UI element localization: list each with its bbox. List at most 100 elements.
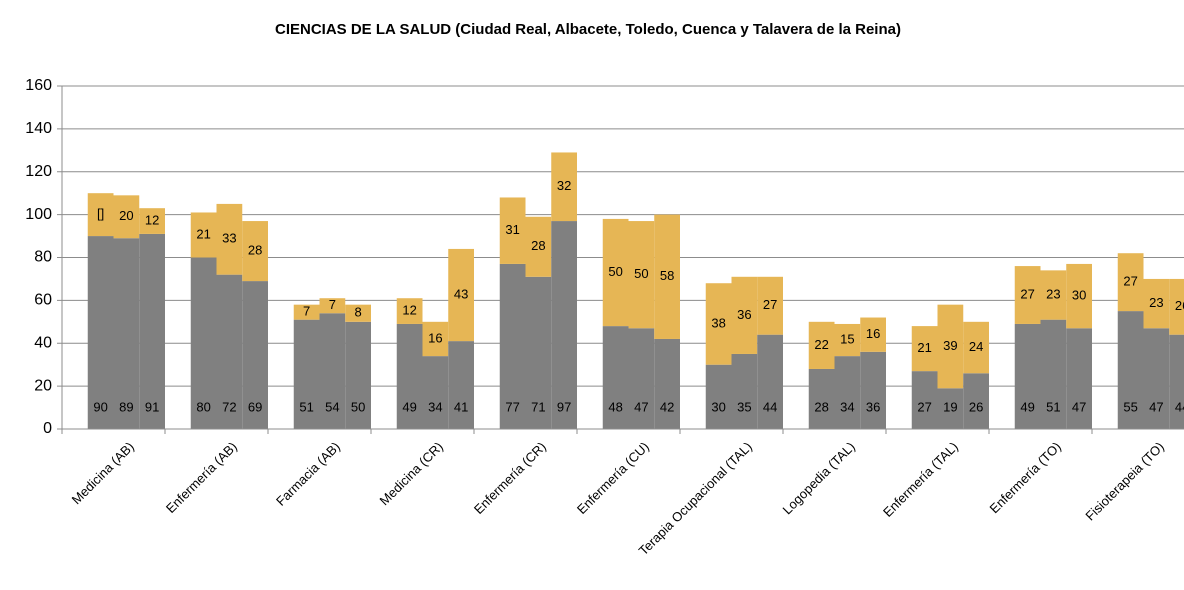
data-label: 31 (505, 222, 519, 237)
bar-segment (87, 193, 114, 237)
bar-segment (1143, 278, 1170, 329)
data-label: 15 (840, 331, 854, 346)
bar-segment (963, 373, 989, 429)
data-label: 43 (454, 286, 468, 301)
data-label: 33 (222, 231, 236, 246)
bar-segment (1066, 263, 1092, 329)
x-tick-label: Fisioterapeia (TO) (1082, 439, 1167, 524)
bar-segment (345, 321, 371, 429)
bar-segment (551, 152, 577, 222)
data-label: 69 (248, 399, 262, 414)
bar-segment (654, 214, 680, 339)
data-label: 44 (763, 399, 777, 414)
bar-segment (293, 304, 320, 320)
bar-segment (396, 298, 423, 324)
bar-segment (242, 221, 268, 282)
data-label: 8 (355, 305, 362, 320)
bar-segment (731, 276, 758, 354)
data-label: 28 (531, 238, 545, 253)
bar-segment (705, 283, 732, 365)
data-label: 22 (814, 337, 828, 352)
x-tick-label: Farmacia (AB) (273, 439, 343, 509)
data-label: 77 (505, 399, 519, 414)
data-label: 27 (763, 297, 777, 312)
data-label: 34 (840, 399, 854, 414)
data-label: 49 (1020, 399, 1034, 414)
data-label: [] (97, 206, 104, 221)
bar-segment (113, 195, 140, 239)
data-label: 41 (454, 399, 468, 414)
bar-segment (448, 341, 474, 429)
bar-segment (731, 353, 758, 429)
data-label: 47 (1149, 399, 1163, 414)
data-label: 54 (325, 399, 339, 414)
data-label: 50 (608, 264, 622, 279)
bar-segment (808, 321, 835, 369)
data-label: 30 (1072, 288, 1086, 303)
bar-segment (1117, 311, 1144, 429)
data-label: 47 (1072, 399, 1086, 414)
data-label: 27 (917, 399, 931, 414)
data-label: 39 (943, 338, 957, 353)
data-label: 58 (660, 268, 674, 283)
data-label: 35 (737, 399, 751, 414)
bar-segment (396, 323, 423, 429)
data-label: 36 (737, 307, 751, 322)
bar-segment (190, 212, 217, 258)
bar-segment (345, 304, 371, 322)
bar-segment (628, 328, 655, 429)
bar-segment (602, 218, 629, 327)
bar-segment (1014, 266, 1041, 324)
bar-segment (1143, 328, 1170, 429)
data-label: 23 (1046, 286, 1060, 301)
y-tick-label: 80 (34, 249, 52, 266)
data-label: 30 (711, 399, 725, 414)
bar-segment (190, 257, 217, 429)
bar-segment (139, 208, 165, 234)
bar-segment (705, 364, 732, 429)
data-label: 32 (557, 178, 571, 193)
data-label: 90 (93, 399, 107, 414)
bar-segment (860, 351, 886, 429)
bar-segment (628, 221, 655, 329)
data-label: 7 (303, 304, 310, 319)
bar-segment (319, 298, 346, 314)
bar-segment (319, 313, 346, 429)
data-label: 55 (1123, 399, 1137, 414)
data-label: 42 (660, 399, 674, 414)
data-label: 16 (866, 326, 880, 341)
data-label: 51 (1046, 399, 1060, 414)
x-tick-label: Enfermería (TAL) (880, 439, 961, 520)
bar-segment (499, 197, 526, 264)
bar-segment (551, 221, 577, 429)
y-tick-label: 0 (43, 420, 52, 437)
bar-segment (1169, 278, 1184, 335)
data-label: 16 (428, 330, 442, 345)
bar-segment (139, 233, 165, 429)
bar-segment (448, 248, 474, 342)
data-label: 36 (866, 399, 880, 414)
bar-segment (1117, 253, 1144, 312)
data-label: 47 (634, 399, 648, 414)
data-label: 50 (351, 399, 365, 414)
x-tick-label: Enfermería (CR) (471, 439, 549, 517)
data-label: 89 (119, 399, 133, 414)
data-label: 51 (299, 399, 313, 414)
data-label: 27 (1123, 274, 1137, 289)
bar-segment (911, 371, 938, 429)
bar-segment (911, 326, 938, 372)
data-label: 20 (119, 208, 133, 223)
x-tick-label: Medicina (AB) (69, 439, 137, 507)
y-tick-label: 100 (25, 206, 52, 223)
data-label: 44 (1175, 399, 1184, 414)
data-label: 80 (196, 399, 210, 414)
data-label: 23 (1149, 295, 1163, 310)
bar-segment (834, 356, 861, 429)
bar-segment (113, 238, 140, 429)
bar-segment (1066, 328, 1092, 429)
bar-segment (1040, 270, 1067, 320)
bar-segment (1169, 334, 1184, 429)
y-tick-label: 20 (34, 377, 52, 394)
x-tick-label: Terapia Ocupacional (TAL) (636, 439, 755, 558)
